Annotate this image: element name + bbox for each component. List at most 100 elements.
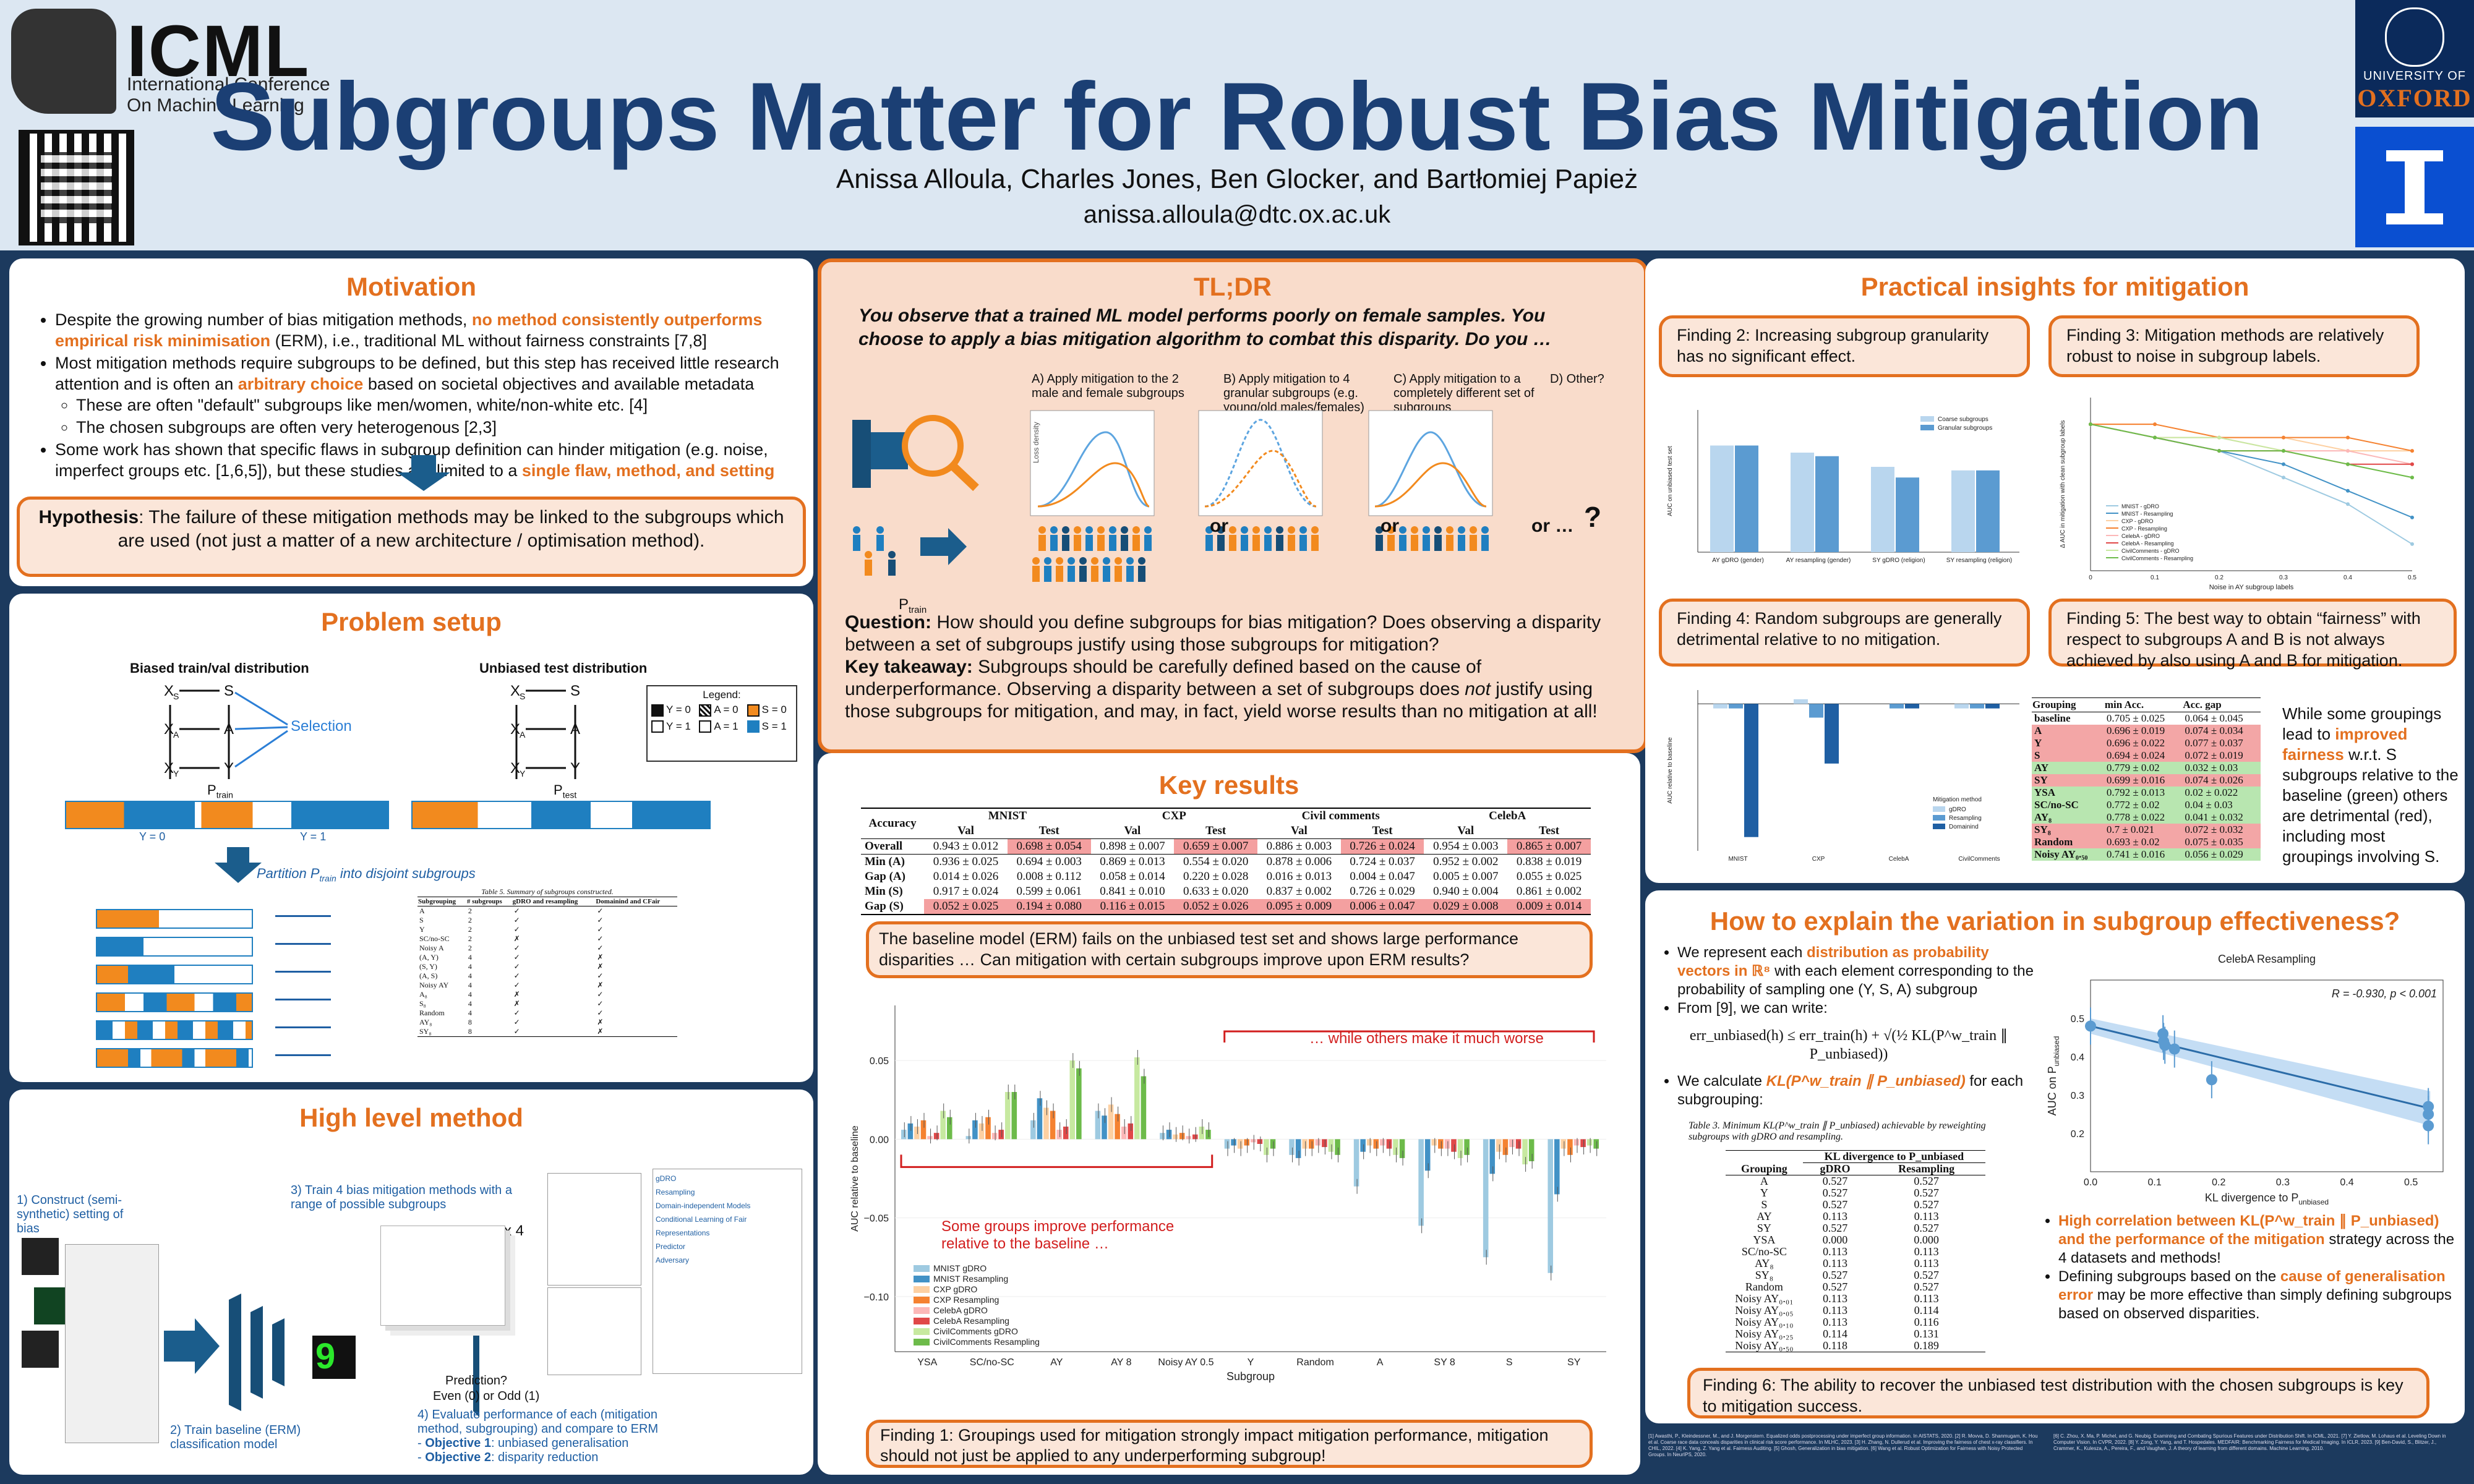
svg-text:Y: Y xyxy=(520,769,526,778)
legend-box: Legend: Y = 0 A = 0 S = 0 Y = 1 A = 1 S = 1 xyxy=(646,685,797,762)
bar xyxy=(1451,1139,1457,1152)
table-cell: 0.696 ± 0.022 xyxy=(2106,737,2165,749)
table-cell: Min (S) xyxy=(865,885,903,898)
worse-bracket xyxy=(1223,1030,1595,1043)
x-tick-label: Y xyxy=(1248,1357,1254,1368)
problem-setup-title: Problem setup xyxy=(321,607,502,636)
table-row: Noisy AY₀.₁₀ 0.113 0.116 xyxy=(1726,1316,1985,1328)
icml-logo-icon xyxy=(11,9,116,114)
bar xyxy=(998,1130,1004,1140)
legend-swatch xyxy=(1920,425,1934,430)
data-point xyxy=(2168,1043,2180,1055)
person-icon xyxy=(1097,535,1105,551)
bar xyxy=(1380,1139,1385,1146)
table-header: MNIST xyxy=(988,809,1027,822)
table-row: A 0.696 ± 0.019 0.074 ± 0.034 xyxy=(2032,725,2261,737)
table-row: AY₈ 0.113 0.113 xyxy=(1726,1258,1985,1269)
bar xyxy=(1353,1139,1359,1187)
table-cell: 0.694 ± 0.003 xyxy=(1016,855,1082,868)
bar xyxy=(1244,1139,1249,1146)
table-cell: 0.095 ± 0.009 xyxy=(1257,899,1341,915)
key-results-title: Key results xyxy=(1158,770,1299,800)
table-cell: 0.113 xyxy=(1823,1245,1847,1258)
bar xyxy=(1896,477,1919,552)
bar xyxy=(1560,1139,1567,1149)
table-cell: 0.878 ± 0.006 xyxy=(1266,855,1332,868)
table-cell: 4 xyxy=(468,953,472,962)
x-tick-label: AY 8 xyxy=(1111,1357,1131,1368)
x-axis-label: KL divergence to Punbiased xyxy=(2205,1192,2329,1206)
table-cell: 0.940 ± 0.004 xyxy=(1433,885,1499,898)
table-header: Resampling xyxy=(1867,1162,1985,1175)
bar xyxy=(1954,704,1969,709)
table-cell: 0.693 ± 0.02 xyxy=(2106,836,2160,848)
person-icon xyxy=(1434,535,1442,551)
table-row: S 2 ✓ ✓ xyxy=(417,916,677,925)
legend-label: Coarse subgroups xyxy=(1938,416,1988,423)
legend-label: S = 0 xyxy=(761,704,787,715)
bar xyxy=(1166,1130,1172,1140)
down-arrow-icon xyxy=(215,847,262,883)
table-row: Noisy AY 4 ✓ ✗ xyxy=(417,981,677,990)
table-cell: 0.113 xyxy=(1823,1257,1847,1269)
data-point xyxy=(2217,435,2221,440)
table-cell: 0.698 ± 0.054 xyxy=(1007,838,1091,855)
person-icon xyxy=(1085,526,1093,534)
table-row: Y 0.696 ± 0.022 0.077 ± 0.037 xyxy=(2032,737,2261,749)
table-row: Noisy AY₀.₀₅ 0.113 0.114 xyxy=(1726,1305,1985,1316)
table-cell: 0.792 ± 0.013 xyxy=(2106,787,2165,798)
person-icon xyxy=(853,535,860,551)
table-cell: 0.527 xyxy=(1822,1269,1848,1281)
y0-label: Y = 0 xyxy=(139,830,166,843)
table-cell: 0.072 ± 0.019 xyxy=(2185,749,2243,761)
legend-label: S = 1 xyxy=(761,720,787,732)
table-cell: 0.009 ± 0.014 xyxy=(1507,899,1591,915)
table-cell: 0.527 xyxy=(1914,1222,1939,1234)
contact-email[interactable]: anissa.alloula@dtc.ox.ac.uk xyxy=(1083,201,1391,228)
bar xyxy=(1713,704,1727,709)
finding2-chart: AY gDRO (gender) AY resampling (gender) SY… xyxy=(1667,410,2019,564)
person-icon xyxy=(1115,557,1122,565)
svg-text:X: X xyxy=(164,760,174,777)
qr-code-icon[interactable] xyxy=(19,130,134,245)
bar xyxy=(1444,1139,1450,1149)
table-cell: 0.029 ± 0.008 xyxy=(1424,899,1508,915)
method-step-4: 4) Evaluate performance of each (mitigat… xyxy=(417,1408,677,1465)
legend-label: CXP - gDRO xyxy=(2121,518,2153,524)
series-line xyxy=(2091,424,2413,452)
x-tick-label: AY resampling (gender) xyxy=(1786,557,1851,564)
person-icon xyxy=(1399,526,1406,534)
axis-subscript: unbiased xyxy=(2052,1036,2061,1067)
legend-label: CivilComments - Resampling xyxy=(2121,555,2193,561)
bar xyxy=(1424,1139,1431,1171)
person-icon xyxy=(1044,557,1051,565)
bar xyxy=(1199,1127,1205,1140)
person-icon xyxy=(1299,526,1307,534)
table-cell: 0.000 xyxy=(1822,1234,1848,1246)
person-icon xyxy=(1470,526,1477,534)
bar xyxy=(1063,1127,1069,1140)
table-row: SY₈ 8 ✓ ✗ xyxy=(417,1027,677,1037)
table-cell: 0.865 ± 0.007 xyxy=(1507,838,1591,855)
person-icon xyxy=(1121,526,1128,534)
x-tick-label: Noisy AY 0.5 xyxy=(1158,1357,1213,1368)
x-tick-label: 0.4 xyxy=(2340,1177,2353,1188)
table-cell: 0.724 ± 0.037 xyxy=(1350,855,1415,868)
table-row: (S, Y) 4 ✓ ✗ xyxy=(417,962,677,971)
bar xyxy=(1004,1092,1011,1140)
method-step-2: 2) Train baseline (ERM) classification m… xyxy=(170,1423,301,1451)
table-row: Gap (S) 0.052 ± 0.025 0.194 ± 0.080 0.116 ±… xyxy=(861,899,1591,915)
legend-label: A = 0 xyxy=(714,704,738,715)
person-icon xyxy=(1074,535,1081,551)
table-row: AY 0.779 ± 0.02 0.032 ± 0.03 xyxy=(2032,762,2261,774)
bar xyxy=(1366,1139,1372,1146)
bar xyxy=(1515,1139,1522,1149)
bar xyxy=(933,1133,940,1140)
table-cell: Noisy AY₀.₅₀ xyxy=(2034,848,2088,860)
table-row: SY 0.699 ± 0.016 0.074 ± 0.026 xyxy=(2032,774,2261,787)
bar xyxy=(1483,1139,1489,1258)
partition-label: Partition Ptrain into disjoint subgroups xyxy=(257,866,476,884)
legend-label: CivilComments - gDRO xyxy=(2121,548,2180,554)
svg-text:X: X xyxy=(164,721,174,738)
table-header: Val xyxy=(1257,824,1341,839)
